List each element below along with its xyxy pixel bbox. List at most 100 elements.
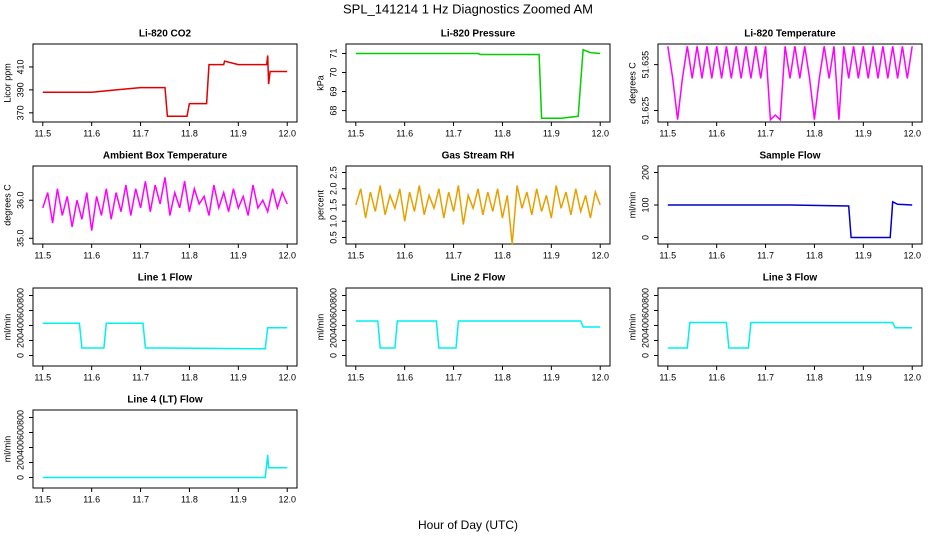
plot-box (32, 287, 298, 367)
x-tick-label: 11.6 (83, 372, 100, 382)
x-axis-label: Hour of Day (UTC) (418, 518, 518, 532)
x-tick-label: 11.6 (708, 250, 725, 260)
y-tick-label: 69 (328, 87, 338, 97)
x-tick-label: 11.9 (230, 128, 247, 138)
x-tick-label: 11.9 (230, 250, 247, 260)
x-tick-label: 11.5 (659, 372, 676, 382)
y-tick-label: 600 (640, 303, 650, 318)
y-tick-label: 600 (328, 303, 338, 318)
panel-title: Gas Stream RH (442, 151, 515, 162)
x-tick-label: 11.7 (132, 128, 149, 138)
y-tick-label: 600 (15, 425, 25, 440)
data-line (667, 321, 913, 349)
x-tick-label: 11.6 (396, 372, 413, 382)
x-tick-label: 11.6 (396, 250, 413, 260)
x-tick-label: 11.5 (34, 250, 51, 260)
panel-title: Li-820 Temperature (744, 29, 836, 40)
x-tick-label: 11.5 (34, 372, 51, 382)
y-tick-label: 0 (328, 353, 338, 358)
x-tick-label: 12.0 (903, 128, 921, 138)
x-tick-label: 11.8 (181, 494, 198, 504)
y-tick-label: 1.5 (328, 199, 338, 212)
y-axis-label: percent (315, 189, 325, 220)
data-line (42, 322, 288, 350)
y-tick-label: 2.0 (328, 182, 338, 195)
x-tick-label: 12.0 (278, 250, 296, 260)
x-tick-label: 11.6 (708, 372, 725, 382)
x-tick-label: 12.0 (903, 250, 921, 260)
x-tick-label: 11.7 (132, 250, 149, 260)
x-tick-label: 11.6 (708, 128, 725, 138)
x-tick-label: 11.8 (494, 250, 511, 260)
x-tick-label: 11.6 (83, 128, 100, 138)
y-axis-label: kPa (315, 75, 325, 91)
x-tick-label: 11.9 (855, 250, 872, 260)
y-tick-label: 51.625 (640, 97, 650, 125)
x-tick-label: 11.9 (543, 250, 560, 260)
x-tick-label: 12.0 (278, 494, 296, 504)
y-tick-label: 410 (15, 59, 25, 74)
y-tick-label: 35.0 (15, 230, 25, 248)
x-tick-label: 11.5 (34, 128, 51, 138)
y-axis-label: ml/min (2, 436, 12, 463)
y-tick-label: 100 (640, 197, 650, 212)
x-tick-label: 11.8 (806, 250, 823, 260)
y-tick-label: 200 (640, 165, 650, 180)
x-tick-label: 11.8 (806, 128, 823, 138)
x-tick-label: 11.7 (757, 128, 774, 138)
y-tick-label: 400 (640, 318, 650, 333)
x-tick-label: 11.5 (34, 494, 51, 504)
panel-title: Line 2 Flow (451, 273, 506, 284)
x-tick-label: 11.9 (543, 128, 560, 138)
plot-box (345, 287, 611, 367)
y-tick-label: 0 (640, 353, 650, 358)
x-tick-label: 11.7 (757, 372, 774, 382)
y-tick-label: 370 (15, 105, 25, 120)
y-tick-label: 36.0 (15, 191, 25, 209)
x-tick-label: 11.5 (347, 250, 364, 260)
x-tick-label: 11.6 (83, 494, 100, 504)
y-tick-label: 200 (15, 455, 25, 470)
y-tick-label: 400 (328, 318, 338, 333)
x-tick-label: 11.7 (445, 372, 462, 382)
x-tick-label: 11.8 (181, 250, 198, 260)
x-tick-label: 12.0 (591, 128, 609, 138)
y-tick-label: 0 (640, 235, 650, 240)
x-tick-label: 11.9 (543, 372, 560, 382)
panel-title: Line 1 Flow (138, 273, 193, 284)
x-tick-label: 12.0 (591, 250, 609, 260)
plot-box (32, 43, 298, 123)
x-tick-label: 11.8 (494, 128, 511, 138)
y-axis-label: ml/min (315, 314, 325, 341)
panel-title: Ambient Box Temperature (103, 151, 228, 162)
x-tick-label: 11.9 (855, 128, 872, 138)
data-line (667, 200, 913, 239)
y-tick-label: 200 (328, 333, 338, 348)
x-tick-label: 11.8 (181, 128, 198, 138)
x-tick-label: 11.7 (132, 494, 149, 504)
y-tick-label: 70 (328, 68, 338, 78)
x-tick-label: 11.8 (494, 372, 511, 382)
y-tick-label: 390 (15, 82, 25, 97)
data-line (42, 177, 288, 231)
x-tick-label: 11.5 (659, 128, 676, 138)
y-axis-label: ml/min (627, 314, 637, 341)
x-tick-label: 12.0 (278, 372, 296, 382)
y-tick-label: 800 (15, 410, 25, 425)
data-line (42, 454, 288, 479)
y-tick-label: 800 (15, 288, 25, 303)
y-axis-label: degrees C (627, 62, 637, 104)
plot-box (345, 43, 611, 123)
x-tick-label: 11.5 (347, 372, 364, 382)
plot-box (345, 165, 611, 245)
y-tick-label: 800 (640, 288, 650, 303)
y-tick-label: 0.5 (328, 231, 338, 244)
x-tick-label: 11.6 (396, 128, 413, 138)
x-tick-label: 11.8 (181, 372, 198, 382)
x-tick-label: 11.5 (659, 250, 676, 260)
x-tick-label: 11.7 (445, 128, 462, 138)
y-tick-label: 600 (15, 303, 25, 318)
y-tick-label: 400 (15, 440, 25, 455)
x-tick-label: 11.8 (806, 372, 823, 382)
